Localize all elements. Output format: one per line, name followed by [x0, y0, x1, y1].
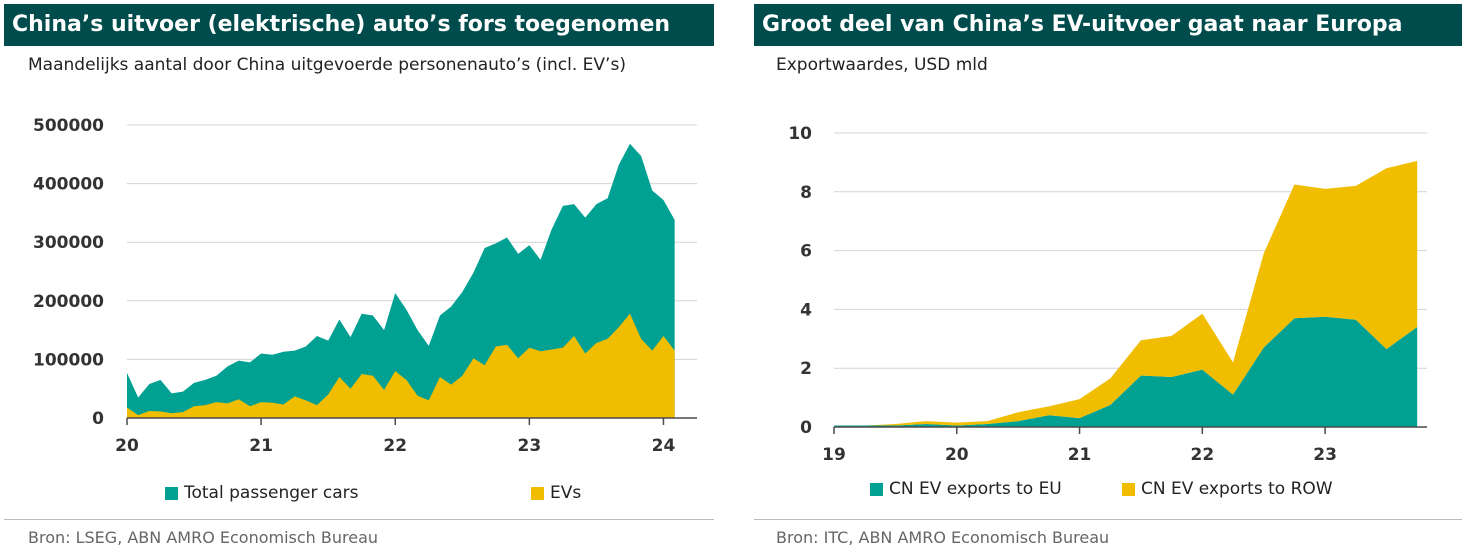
y-tick-label: 0 [92, 409, 104, 429]
legend-label-total: Total passenger cars [184, 483, 359, 503]
left-area-chart: 0 100000 200000 300000 400000 500000 20 21 22 23 2… [33, 116, 697, 456]
legend-swatch-total [165, 486, 178, 500]
y-tick-label: 0 [800, 418, 812, 438]
y-tick-label: 4 [800, 300, 812, 320]
right-area-chart: 0 2 4 6 8 10 19 20 21 22 23 [788, 124, 1427, 465]
y-tick-label: 2 [800, 359, 812, 379]
legend-item-evs: EVs [531, 483, 581, 503]
x-tick-label: 22 [383, 436, 407, 456]
x-tick-label: 22 [1190, 445, 1214, 465]
legend-item-eu: CN EV exports to EU [870, 479, 1062, 499]
y-tick-label: 10 [788, 124, 812, 144]
chart-source: Bron: ITC, ABN AMRO Economisch Bureau [776, 528, 1110, 547]
area-series-1 [834, 316, 1418, 427]
y-tick-label: 100000 [33, 350, 104, 370]
legend-swatch-evs [531, 486, 544, 500]
x-tick-label: 20 [945, 445, 969, 465]
area-series-2 [127, 313, 675, 418]
chart-source: Bron: LSEG, ABN AMRO Economisch Bureau [28, 528, 379, 547]
source-divider [4, 519, 714, 520]
x-tick-label: 21 [249, 436, 273, 456]
right-chart-panel: Groot deel van China’s EV-uitvoer gaat n… [752, 0, 1466, 554]
x-tick-label: 24 [652, 436, 676, 456]
left-chart-panel: China’s uitvoer (elektrische) auto’s for… [0, 0, 715, 554]
x-tick-label: 23 [1313, 445, 1337, 465]
legend-label-eu: CN EV exports to EU [889, 479, 1062, 499]
chart-title: China’s uitvoer (elektrische) auto’s for… [4, 4, 714, 46]
x-tick-label: 21 [1068, 445, 1092, 465]
y-tick-label: 400000 [33, 175, 104, 195]
area-series-1 [127, 143, 675, 418]
y-tick-label: 8 [800, 183, 812, 203]
y-tick-label: 500000 [33, 116, 104, 136]
x-tick-label: 23 [518, 436, 542, 456]
legend-swatch-eu [870, 482, 883, 496]
source-divider [754, 519, 1462, 520]
chart-subtitle: Maandelijks aantal door China uitgevoerd… [28, 55, 626, 75]
legend-label-row: CN EV exports to ROW [1141, 479, 1333, 499]
legend-item-row: CN EV exports to ROW [1122, 479, 1333, 499]
area-series-2 [834, 160, 1418, 426]
x-tick-label: 20 [115, 436, 139, 456]
legend-label-evs: EVs [550, 483, 582, 503]
y-tick-label: 200000 [33, 292, 104, 312]
chart-subtitle: Exportwaardes, USD mld [776, 55, 988, 75]
y-tick-label: 300000 [33, 233, 104, 253]
y-tick-label: 6 [800, 242, 812, 262]
legend-swatch-row [1122, 482, 1135, 496]
legend-item-total: Total passenger cars [165, 483, 359, 503]
chart-title: Groot deel van China’s EV-uitvoer gaat n… [754, 4, 1462, 46]
x-tick-label: 19 [822, 445, 846, 465]
